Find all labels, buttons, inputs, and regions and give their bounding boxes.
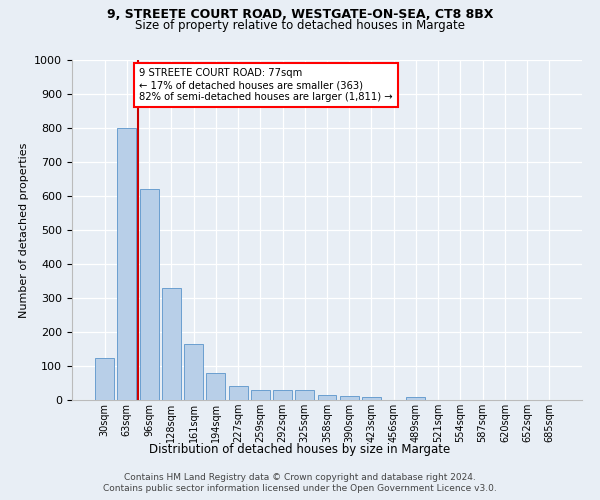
Bar: [95, 358, 114, 400]
Bar: [251, 390, 270, 400]
Bar: [184, 344, 203, 400]
Bar: [118, 128, 136, 400]
Bar: [140, 189, 158, 400]
Bar: [317, 394, 337, 400]
Text: 9, STREETE COURT ROAD, WESTGATE-ON-SEA, CT8 8BX: 9, STREETE COURT ROAD, WESTGATE-ON-SEA, …: [107, 8, 493, 20]
Bar: [273, 390, 292, 400]
Text: Distribution of detached houses by size in Margate: Distribution of detached houses by size …: [149, 442, 451, 456]
Bar: [362, 396, 381, 400]
Bar: [229, 386, 248, 400]
Bar: [295, 390, 314, 400]
Text: Size of property relative to detached houses in Margate: Size of property relative to detached ho…: [135, 19, 465, 32]
Text: Contains public sector information licensed under the Open Government Licence v3: Contains public sector information licen…: [103, 484, 497, 493]
Bar: [406, 396, 425, 400]
Text: 9 STREETE COURT ROAD: 77sqm
← 17% of detached houses are smaller (363)
82% of se: 9 STREETE COURT ROAD: 77sqm ← 17% of det…: [139, 68, 393, 102]
Y-axis label: Number of detached properties: Number of detached properties: [19, 142, 29, 318]
Bar: [162, 288, 181, 400]
Text: Contains HM Land Registry data © Crown copyright and database right 2024.: Contains HM Land Registry data © Crown c…: [124, 472, 476, 482]
Bar: [340, 396, 359, 400]
Bar: [206, 373, 225, 400]
